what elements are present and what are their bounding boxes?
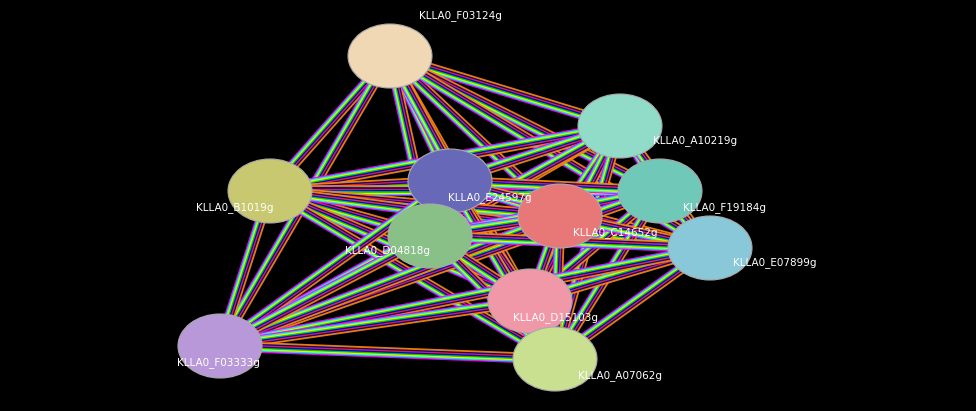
Ellipse shape — [408, 149, 492, 213]
Text: KLLA0_F03124g: KLLA0_F03124g — [419, 11, 502, 21]
Text: KLLA0_A10219g: KLLA0_A10219g — [653, 136, 737, 146]
Ellipse shape — [618, 159, 702, 223]
Ellipse shape — [578, 94, 662, 158]
Text: KLLA0_D04818g: KLLA0_D04818g — [346, 245, 430, 256]
Ellipse shape — [348, 24, 432, 88]
Text: KLLA0_F03333g: KLLA0_F03333g — [177, 358, 260, 368]
Ellipse shape — [488, 269, 572, 333]
Text: KLLA0_B1019g: KLLA0_B1019g — [196, 203, 273, 213]
Text: KLLA0_A07062g: KLLA0_A07062g — [578, 371, 662, 381]
Ellipse shape — [228, 159, 312, 223]
Text: KLLA0_C14652g: KLLA0_C14652g — [573, 228, 657, 238]
Ellipse shape — [178, 314, 262, 378]
Text: KLLA0_E07899g: KLLA0_E07899g — [733, 258, 817, 268]
Text: KLLA0_D15103g: KLLA0_D15103g — [512, 312, 597, 323]
Ellipse shape — [668, 216, 752, 280]
Ellipse shape — [513, 327, 597, 391]
Ellipse shape — [388, 204, 472, 268]
Ellipse shape — [518, 184, 602, 248]
Text: KLLA0_E24597g: KLLA0_E24597g — [448, 192, 532, 203]
Text: KLLA0_F19184g: KLLA0_F19184g — [683, 203, 766, 213]
